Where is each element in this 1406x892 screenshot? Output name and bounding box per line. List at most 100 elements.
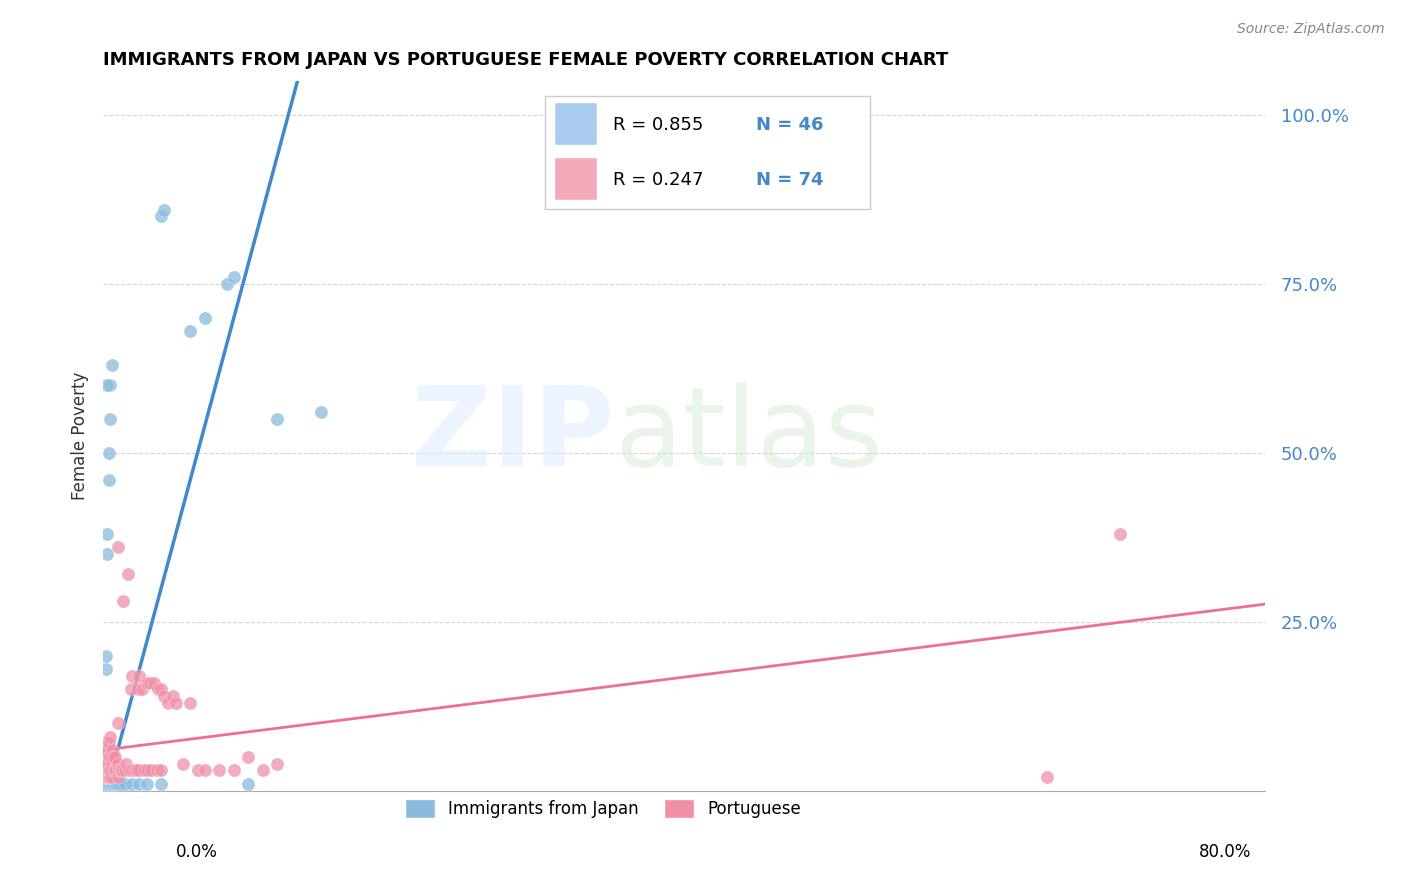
Point xyxy=(194,310,217,325)
Point xyxy=(107,770,129,784)
Point xyxy=(107,770,129,784)
Point xyxy=(131,682,153,697)
Point xyxy=(100,378,122,392)
Point xyxy=(103,749,125,764)
Point xyxy=(128,669,150,683)
Point xyxy=(96,770,118,784)
Point xyxy=(1108,527,1130,541)
Point xyxy=(309,405,332,419)
Point xyxy=(146,764,169,778)
Point xyxy=(121,777,143,791)
Point xyxy=(96,547,118,561)
Point xyxy=(101,358,124,372)
Point xyxy=(100,777,122,791)
Point xyxy=(111,764,134,778)
Point xyxy=(94,770,117,784)
Point xyxy=(266,412,288,426)
Point xyxy=(96,764,118,778)
Point xyxy=(150,682,173,697)
Point xyxy=(96,756,118,771)
Point xyxy=(93,749,115,764)
Point xyxy=(238,749,260,764)
Point xyxy=(97,770,120,784)
Point xyxy=(104,777,127,791)
Point xyxy=(100,749,122,764)
Point xyxy=(97,777,120,791)
Point xyxy=(112,594,135,608)
Point xyxy=(194,764,217,778)
Point xyxy=(157,696,180,710)
Point xyxy=(93,749,115,764)
Point xyxy=(94,736,117,750)
Point xyxy=(96,764,118,778)
Y-axis label: Female Poverty: Female Poverty xyxy=(72,372,89,500)
Point xyxy=(100,770,122,784)
Point xyxy=(238,777,260,791)
Point xyxy=(100,730,122,744)
Point xyxy=(124,764,146,778)
Point xyxy=(97,749,120,764)
Point xyxy=(97,764,120,778)
Point xyxy=(127,682,149,697)
Point xyxy=(101,777,124,791)
Point xyxy=(162,689,184,703)
Point xyxy=(150,777,173,791)
Point xyxy=(107,777,129,791)
Point xyxy=(117,567,139,582)
Point xyxy=(215,277,238,291)
Point xyxy=(97,770,120,784)
Point xyxy=(96,527,118,541)
Text: Source: ZipAtlas.com: Source: ZipAtlas.com xyxy=(1237,22,1385,37)
Point xyxy=(142,675,165,690)
Point xyxy=(153,689,176,703)
Point xyxy=(107,756,129,771)
Point xyxy=(97,473,120,487)
Point xyxy=(104,764,127,778)
Point xyxy=(93,756,115,771)
Point xyxy=(110,777,132,791)
Point xyxy=(114,777,136,791)
Point xyxy=(139,764,162,778)
Point xyxy=(97,736,120,750)
Text: IMMIGRANTS FROM JAPAN VS PORTUGUESE FEMALE POVERTY CORRELATION CHART: IMMIGRANTS FROM JAPAN VS PORTUGUESE FEMA… xyxy=(103,51,949,69)
Point xyxy=(135,764,157,778)
Point xyxy=(132,764,155,778)
Point xyxy=(128,764,150,778)
Point xyxy=(103,770,125,784)
Point xyxy=(121,764,143,778)
Point xyxy=(100,770,122,784)
Point xyxy=(125,764,148,778)
Point xyxy=(208,764,231,778)
Point xyxy=(179,696,201,710)
Point xyxy=(1036,770,1059,784)
Point xyxy=(107,716,129,731)
Point xyxy=(103,777,125,791)
Point xyxy=(100,764,122,778)
Point xyxy=(138,675,160,690)
Point xyxy=(114,764,136,778)
Legend: Immigrants from Japan, Portuguese: Immigrants from Japan, Portuguese xyxy=(398,792,807,825)
Point xyxy=(165,696,187,710)
Point xyxy=(93,764,115,778)
Point xyxy=(94,777,117,791)
Point xyxy=(150,764,173,778)
Point xyxy=(105,764,128,778)
Point xyxy=(100,412,122,426)
Point xyxy=(148,682,170,697)
Point xyxy=(105,777,128,791)
Point xyxy=(94,756,117,771)
Point xyxy=(96,777,118,791)
Point xyxy=(120,682,142,697)
Point xyxy=(172,756,194,771)
Point xyxy=(118,764,141,778)
Point xyxy=(96,378,118,392)
Point xyxy=(93,770,115,784)
Text: 0.0%: 0.0% xyxy=(176,843,218,861)
Point xyxy=(266,756,288,771)
Point xyxy=(186,764,208,778)
Point xyxy=(104,749,127,764)
Point xyxy=(103,764,125,778)
Point xyxy=(115,756,138,771)
Point xyxy=(101,756,124,771)
Point xyxy=(107,541,129,555)
